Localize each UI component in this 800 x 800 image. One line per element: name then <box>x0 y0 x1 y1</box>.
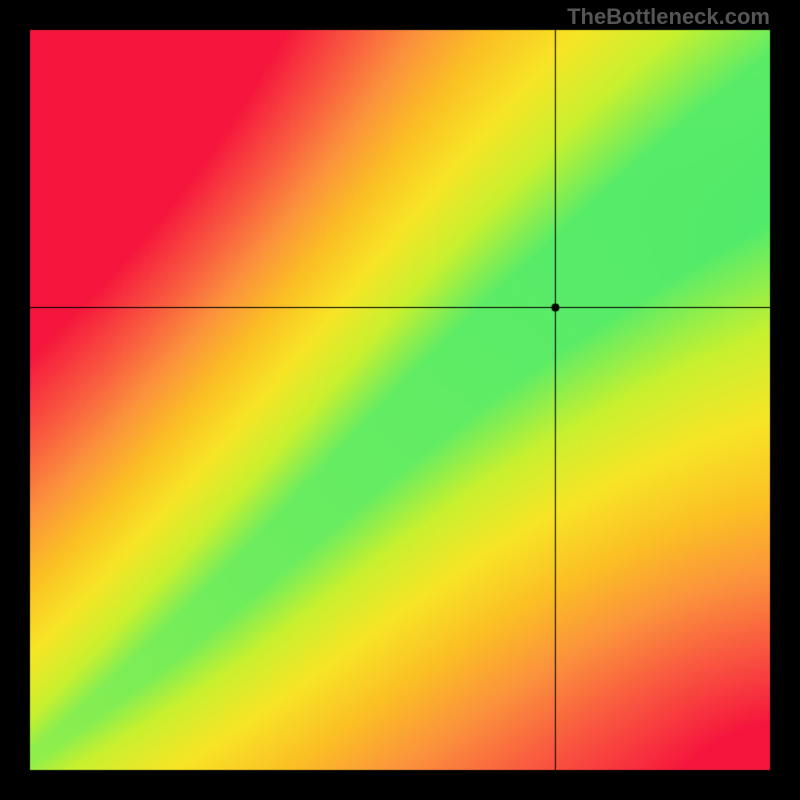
chart-container: TheBottleneck.com <box>0 0 800 800</box>
bottleneck-heatmap <box>0 0 800 800</box>
watermark-text: TheBottleneck.com <box>567 4 770 30</box>
